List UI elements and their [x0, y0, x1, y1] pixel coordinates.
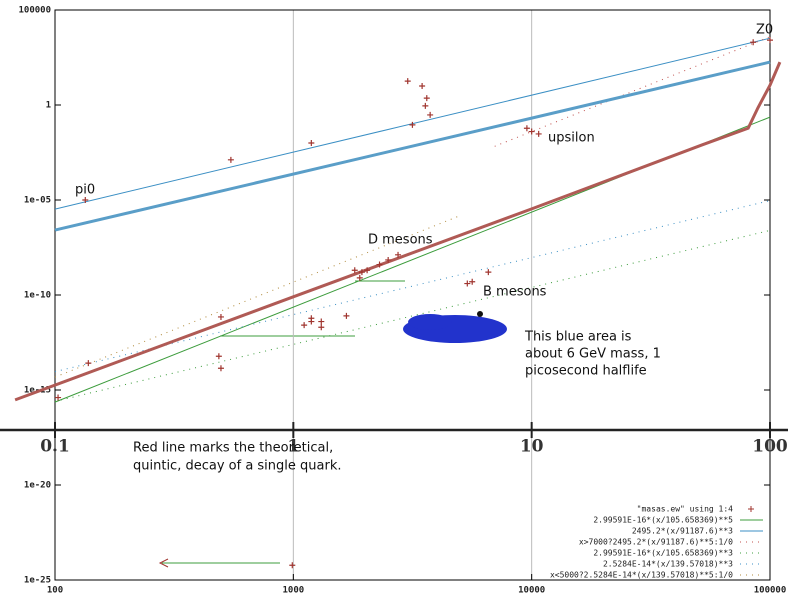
line	[14, 61, 782, 402]
data-point	[485, 269, 492, 276]
data-point	[422, 102, 429, 109]
legend-label: 2.99591E-16*(x/105.658369)**5	[593, 516, 733, 525]
x2-tick-label: 1	[287, 437, 299, 457]
data-point	[85, 360, 92, 367]
legend-label: 2.5284E-14*(x/139.57018)**3	[603, 560, 733, 569]
data-point	[215, 353, 222, 360]
data-point	[767, 37, 773, 44]
annotation: Z0	[756, 23, 773, 38]
data-point	[227, 156, 234, 163]
legend-marker	[748, 506, 754, 512]
annotation: quintic, decay of a single quark.	[133, 459, 342, 474]
annotation: about 6 GeV mass, 1	[525, 347, 661, 362]
blue-area	[408, 314, 452, 330]
data-point	[308, 318, 315, 325]
data-point	[385, 256, 392, 263]
annotation: Red line marks the theoretical,	[133, 441, 333, 456]
data-point	[217, 313, 224, 320]
x2-tick-label: 100	[752, 437, 788, 457]
data-point	[404, 78, 411, 85]
data-point	[427, 111, 434, 118]
line	[54, 215, 461, 378]
data-point	[528, 128, 535, 135]
data-point	[364, 267, 371, 274]
x-tick-label: 1000	[282, 586, 304, 596]
annotation: pi0	[75, 183, 95, 198]
data-point	[523, 125, 530, 132]
data-point	[343, 312, 350, 319]
annotation: B mesons	[483, 285, 547, 300]
data-point	[217, 365, 224, 372]
legend-label: "masas.ew" using 1:4	[637, 505, 734, 514]
data-point	[55, 394, 62, 401]
y-tick-label: 1e-05	[24, 196, 51, 206]
data-point	[395, 251, 402, 258]
data-point	[358, 269, 365, 276]
blue-area-dot	[477, 311, 483, 317]
x-tick-label: 100	[47, 586, 63, 596]
data-point	[301, 322, 308, 329]
annotation: upsilon	[548, 131, 595, 146]
line	[54, 229, 771, 402]
data-point	[82, 197, 89, 203]
data-point	[750, 39, 757, 46]
y-tick-label: 1e-20	[24, 481, 51, 491]
arrow-head	[158, 558, 169, 568]
data-point	[464, 280, 471, 287]
plot-frame	[54, 9, 771, 581]
annotation: picosecond halflife	[525, 364, 647, 379]
data-point	[318, 324, 325, 331]
x-tick-label: 10000	[518, 586, 545, 596]
data-point	[318, 318, 325, 325]
data-point	[308, 140, 315, 146]
data-point	[423, 95, 430, 102]
y-tick-label: 1e-10	[24, 291, 51, 301]
data-point	[376, 261, 383, 268]
legend-label: x>7000?2495.2*(x/91187.6)**5:1/0	[579, 538, 733, 547]
y-tick-label: 1e-25	[24, 576, 51, 586]
y-tick-label: 100000	[18, 6, 51, 16]
data-point	[535, 130, 542, 137]
annotation: D mesons	[368, 233, 433, 248]
annotation: This blue area is	[524, 330, 632, 345]
data-point	[409, 121, 416, 128]
legend-label: 2495.2*(x/91187.6)**3	[632, 527, 733, 536]
data-point	[469, 278, 476, 285]
data-point	[289, 562, 296, 569]
data-point	[419, 83, 426, 89]
line	[54, 60, 771, 232]
line	[54, 200, 771, 373]
line	[494, 36, 771, 147]
y-tick-label: 1	[46, 101, 51, 111]
legend-label: 2.99591E-16*(x/105.658369)**3	[593, 549, 733, 558]
data-point	[351, 267, 358, 274]
data-point	[356, 274, 363, 281]
x2-tick-label: 10	[520, 437, 544, 457]
legend-label: x<5000?2.5284E-14*(x/139.57018)**5:1/0	[550, 571, 733, 580]
x-tick-label: 100000	[754, 586, 787, 596]
x2-tick-label: 0.1	[40, 437, 70, 457]
